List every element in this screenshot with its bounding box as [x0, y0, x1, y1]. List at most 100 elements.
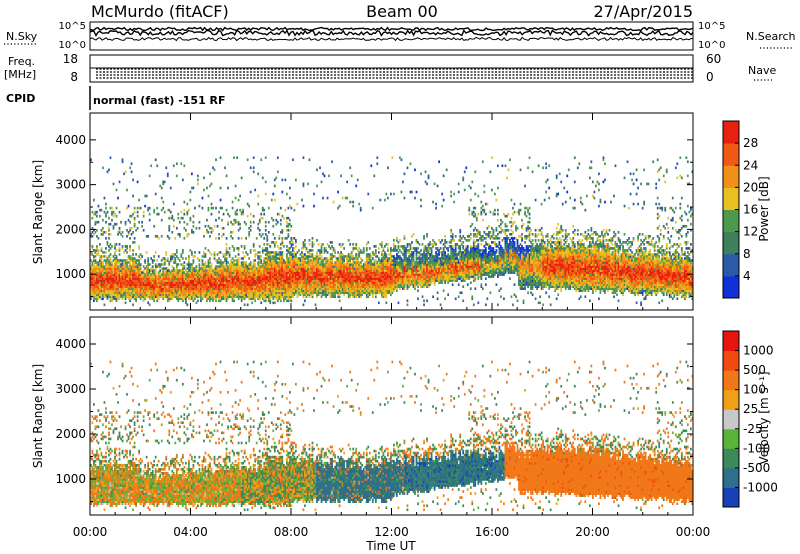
power-cell	[379, 285, 382, 288]
power-cell	[118, 267, 121, 270]
power-cell	[237, 271, 240, 274]
power-cell	[109, 232, 112, 236]
power-cell	[145, 269, 148, 272]
power-cell	[368, 261, 371, 264]
power-cell	[328, 277, 330, 280]
power-cell	[212, 291, 214, 295]
power-cell	[334, 283, 336, 286]
power-cell	[359, 289, 362, 293]
power-cell	[373, 287, 376, 290]
power-cell	[189, 279, 192, 282]
power-cell	[350, 263, 353, 266]
power-cell	[148, 285, 151, 288]
power-cell	[317, 249, 320, 252]
power-cell	[391, 259, 394, 262]
power-cell	[166, 257, 169, 260]
power-cell	[320, 257, 323, 260]
power-cell	[230, 267, 232, 270]
power-cell	[279, 261, 282, 264]
power-cell	[175, 273, 178, 276]
power-cell	[355, 271, 358, 274]
power-cell	[168, 261, 171, 264]
power-cell	[335, 291, 338, 295]
power-cell	[142, 214, 145, 218]
power-cell	[290, 299, 293, 303]
power-cell	[156, 295, 159, 299]
power-cell	[386, 285, 389, 288]
power-cell	[408, 275, 410, 278]
power-cell	[370, 277, 373, 280]
power-cell	[147, 257, 150, 260]
power-cell	[163, 287, 166, 290]
power-cell	[377, 247, 380, 250]
power-cell	[102, 226, 104, 230]
power-cell	[153, 271, 156, 274]
power-cell	[370, 261, 373, 264]
power-cell	[405, 271, 407, 274]
power-cell	[367, 279, 370, 282]
power-cell	[242, 289, 245, 293]
power-cell	[234, 263, 237, 266]
power-cell	[206, 279, 208, 282]
power-cell	[383, 289, 386, 293]
power-cell	[105, 263, 107, 266]
power-cell	[157, 265, 160, 268]
power-cell	[191, 263, 193, 266]
power-cell	[305, 249, 308, 252]
power-cell	[168, 226, 171, 230]
power-cell	[169, 255, 172, 258]
power-cell	[156, 285, 159, 288]
power-cell	[133, 206, 136, 210]
power-cell	[213, 293, 216, 297]
power-cell	[206, 218, 208, 222]
power-cell	[358, 265, 361, 268]
power-cell	[169, 259, 172, 262]
power-cell	[109, 261, 112, 264]
power-cell	[90, 281, 92, 284]
power-cell	[272, 275, 275, 278]
power-cell	[403, 269, 406, 272]
power-cell	[222, 289, 225, 293]
power-cell	[126, 295, 128, 299]
power-cell	[347, 283, 350, 286]
power-cell	[258, 263, 261, 266]
power-cell	[96, 275, 98, 278]
power-cell	[224, 289, 226, 293]
power-cell	[171, 283, 174, 286]
power-cell	[225, 261, 228, 264]
power-cell	[245, 285, 248, 288]
power-cell	[343, 285, 346, 288]
noise-tick-right-top: 10^5	[698, 21, 725, 32]
power-cell	[305, 271, 308, 274]
power-cell	[126, 263, 128, 266]
power-cell	[261, 216, 264, 220]
power-cell	[275, 283, 278, 286]
power-cell	[243, 255, 246, 258]
power-cell	[141, 224, 144, 228]
power-cell	[311, 271, 314, 274]
power-cell	[227, 251, 229, 254]
power-cell	[135, 291, 137, 295]
power-cell	[187, 267, 190, 270]
cpid-label: CPID	[6, 92, 35, 105]
power-cell	[290, 275, 293, 278]
power-cell	[365, 265, 368, 268]
power-cell	[115, 249, 118, 252]
power-cell	[90, 289, 92, 293]
power-cell	[105, 255, 107, 258]
power-cell	[138, 291, 140, 295]
power-cell	[362, 287, 365, 290]
power-cell	[282, 245, 285, 248]
power-cell	[285, 293, 288, 297]
power-cell	[278, 287, 281, 290]
power-cell	[156, 277, 159, 280]
power-cell	[281, 269, 284, 272]
power-cell	[267, 289, 270, 293]
power-cell	[353, 273, 356, 276]
power-cell	[408, 255, 410, 258]
power-cell	[234, 283, 237, 286]
power-cell	[198, 204, 201, 208]
power-cell	[237, 237, 240, 240]
power-cell	[133, 279, 136, 282]
power-cell	[252, 166, 255, 170]
